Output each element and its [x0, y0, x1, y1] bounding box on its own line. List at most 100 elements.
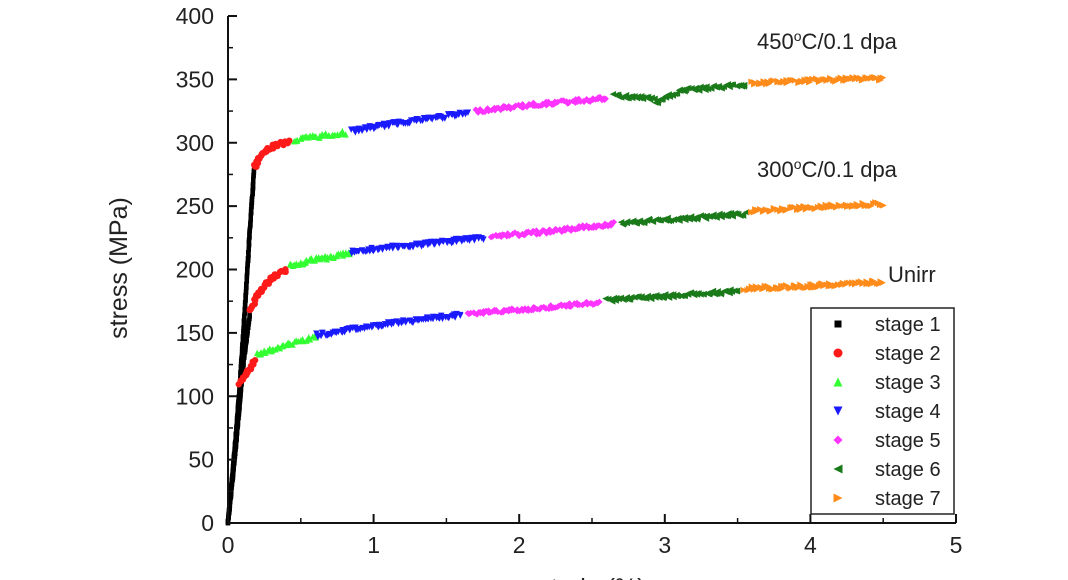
data-point [363, 126, 371, 133]
data-point [456, 311, 464, 319]
y-tick-label: 100 [176, 383, 214, 409]
data-point [687, 213, 695, 220]
legend-label: stage 3 [875, 372, 941, 394]
x-tick-label: 2 [513, 532, 526, 558]
data-point [609, 90, 617, 98]
data-point [543, 230, 550, 237]
series-stage-5 [464, 298, 603, 318]
legend-box [810, 307, 955, 515]
data-point [562, 303, 570, 310]
data-point [547, 302, 554, 309]
series-stage-5 [487, 218, 618, 241]
y-tick-label: 150 [176, 320, 214, 346]
data-point [308, 255, 315, 262]
data-point [787, 285, 794, 292]
series-stage-7 [748, 199, 887, 216]
data-point [879, 74, 887, 81]
x-tick-label: 4 [804, 532, 817, 558]
data-point [580, 98, 588, 105]
data-point [227, 506, 232, 512]
data-point [684, 84, 692, 92]
data-point [583, 222, 590, 229]
data-point [441, 114, 448, 122]
data-point [602, 95, 609, 102]
data-point [240, 365, 246, 371]
data-point [472, 106, 480, 113]
series-stage-4 [348, 234, 487, 257]
data-point [409, 319, 417, 326]
series-stage-4 [347, 109, 472, 136]
data-point [770, 77, 777, 84]
curve-label-part: 450 [757, 29, 794, 54]
legend-label: stage 6 [875, 459, 941, 481]
series-stage-6 [609, 81, 748, 107]
curve-label-part: o [794, 28, 802, 44]
series-stage-3 [286, 248, 354, 270]
legend-item-stage-1: stage 1 [834, 314, 941, 336]
data-point [710, 211, 717, 218]
data-point [251, 357, 259, 364]
data-point [505, 103, 512, 110]
legend-marker [833, 435, 843, 445]
x-tick-label: 0 [222, 532, 235, 558]
data-point [565, 225, 572, 233]
data-point [567, 227, 575, 234]
data-point [555, 302, 562, 310]
data-point [567, 303, 575, 310]
data-point [556, 226, 563, 233]
data-point [286, 137, 293, 144]
data-point [576, 224, 583, 232]
data-point [246, 258, 251, 263]
data-point [740, 81, 748, 89]
data-point [445, 314, 452, 322]
series-stage-2 [235, 357, 259, 388]
legend: stage 1 stage 2 stage 3 stage 4 stage 5 stage… [810, 307, 955, 515]
curve-1 [225, 73, 887, 526]
data-point [530, 99, 537, 107]
series-stage-7 [740, 277, 886, 294]
data-point [521, 231, 528, 239]
data-point [558, 302, 566, 310]
data-point [515, 232, 523, 239]
data-point [547, 229, 554, 236]
data-point [228, 494, 233, 499]
data-point [550, 101, 557, 108]
data-point [561, 227, 569, 234]
curve-3 [225, 277, 886, 526]
data-point [779, 285, 786, 292]
data-point [577, 98, 584, 105]
legend-label: stage 7 [875, 488, 941, 510]
curve-label-3: Unirr [888, 262, 936, 287]
data-point [586, 97, 593, 104]
data-point [511, 229, 519, 236]
data-point [584, 301, 591, 308]
data-point [293, 137, 301, 144]
y-tick-label: 350 [176, 66, 214, 92]
legend-item-stage-3: stage 3 [833, 372, 941, 394]
data-point [330, 254, 337, 262]
data-point [609, 298, 616, 305]
data-point [602, 295, 609, 302]
data-point [644, 292, 651, 300]
data-point [740, 286, 747, 294]
data-point [246, 245, 251, 251]
data-point [240, 333, 246, 339]
data-point [842, 74, 850, 81]
data-point [596, 298, 603, 306]
y-tick-label: 300 [176, 130, 214, 156]
data-point [791, 77, 799, 84]
data-point [476, 106, 484, 113]
data-point [485, 107, 492, 115]
data-point [727, 209, 735, 217]
data-point [537, 304, 545, 311]
x-tick-label: 3 [658, 532, 671, 558]
data-point [319, 330, 326, 337]
legend-marker [833, 406, 843, 416]
curve-2 [225, 199, 887, 526]
series-stage-3 [253, 333, 320, 358]
curve-label-part: 300 [757, 157, 794, 182]
data-point [639, 94, 647, 101]
